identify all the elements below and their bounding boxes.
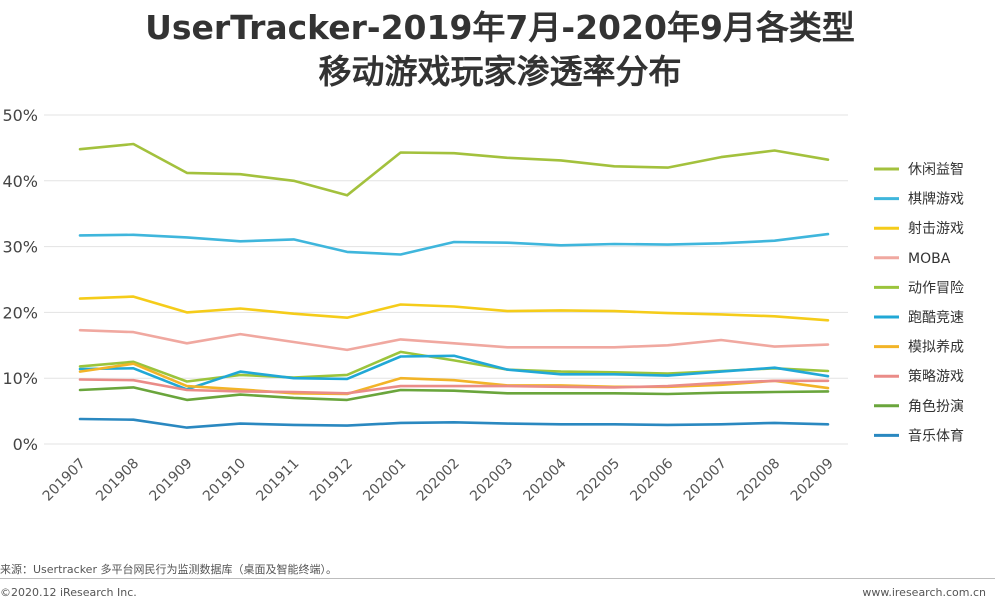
series-line — [78, 295, 830, 322]
x-tick-label: 201907 — [40, 456, 89, 505]
y-tick-label: 10% — [2, 369, 38, 388]
x-tick-label: 202008 — [734, 456, 783, 505]
x-tick-label: 202009 — [788, 456, 837, 505]
legend-label: 角色扮演 — [908, 398, 964, 415]
y-tick-label: 20% — [2, 303, 38, 322]
legend-label: 休闲益智 — [908, 162, 964, 178]
series-line — [78, 386, 830, 402]
x-tick-label: 202005 — [574, 456, 623, 505]
chart-title: UserTracker-2019年7月-2020年9月各类型 移动游戏玩家渗透率… — [0, 6, 1000, 94]
footer-divider — [0, 578, 995, 579]
website-link[interactable]: www.iresearch.com.cn — [862, 586, 986, 599]
y-tick-label: 30% — [2, 238, 38, 257]
legend-label: 音乐体育 — [908, 427, 964, 444]
y-tick-label: 0% — [13, 435, 38, 454]
x-tick-label: 202002 — [414, 456, 463, 505]
series-line — [78, 328, 830, 352]
x-tick-label: 202001 — [360, 456, 409, 505]
series-line — [78, 362, 830, 396]
legend-label: 策略游戏 — [908, 368, 964, 385]
source-note: 来源：Usertracker 多平台网民行为监测数据库（桌面及智能终端）。 — [0, 563, 337, 576]
series-line — [78, 378, 830, 395]
x-tick-label: 202007 — [681, 456, 730, 505]
legend-label: 跑酷竞速 — [908, 309, 964, 326]
x-tick-label: 201911 — [253, 456, 302, 505]
chart-title-line2: 移动游戏玩家渗透率分布 — [318, 52, 682, 91]
x-tick-label: 201909 — [147, 456, 196, 505]
line-chart: 0%10%20%30%40%50%201907 201908 201909 20191… — [2, 106, 964, 505]
x-tick-label: 201908 — [93, 456, 142, 505]
y-tick-label: 40% — [2, 172, 38, 191]
y-tick-label: 50% — [2, 106, 38, 125]
legend-label: 射击游戏 — [908, 221, 964, 237]
legend-label: 动作冒险 — [908, 280, 964, 296]
series-line — [78, 417, 830, 429]
legend-label: 棋牌游戏 — [908, 191, 964, 208]
legend-label: 模拟养成 — [908, 340, 964, 356]
series-line — [78, 232, 830, 256]
x-tick-label: 202006 — [627, 455, 676, 504]
x-tick-label: 201912 — [307, 456, 356, 505]
x-tick-label: 201910 — [200, 456, 249, 505]
x-tick-label: 202003 — [467, 456, 516, 505]
series-line — [78, 354, 830, 391]
x-tick-label: 202004 — [521, 455, 570, 504]
copyright-text: ©2020.12 iResearch Inc. — [0, 586, 137, 599]
series-line — [78, 142, 830, 197]
chart-title-line1: UserTracker-2019年7月-2020年9月各类型 — [145, 8, 855, 47]
legend-label: MOBA — [908, 251, 951, 267]
